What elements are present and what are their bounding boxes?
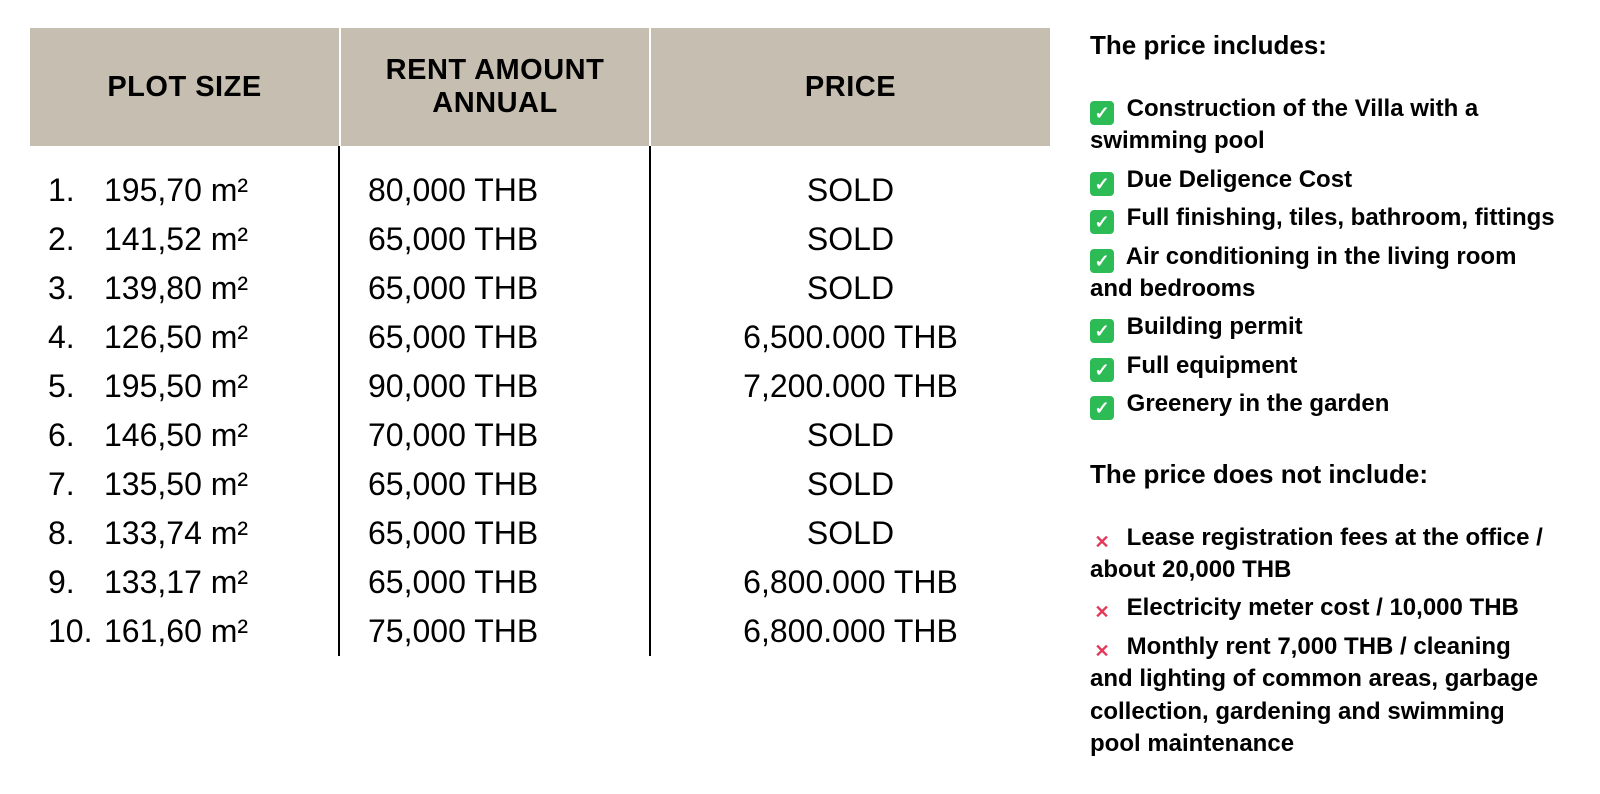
plot-size-value: 139,80 m² xyxy=(104,270,248,307)
include-item: ✓ Due Deligence Cost xyxy=(1090,164,1560,196)
cell-rent: 65,000 THB xyxy=(340,264,650,313)
cell-rent: 80,000 THB xyxy=(340,146,650,215)
cell-plot-size: 6.146,50 m² xyxy=(30,411,340,460)
row-number: 9. xyxy=(48,564,104,601)
plot-size-value: 141,52 m² xyxy=(104,221,248,258)
check-icon: ✓ xyxy=(1090,249,1114,273)
row-number: 1. xyxy=(48,172,104,209)
include-text: Due Deligence Cost xyxy=(1127,166,1352,193)
table-row: 9.133,17 m²65,000 THB6,800.000 THB xyxy=(30,558,1050,607)
include-text: Construction of the Villa with a swimmin… xyxy=(1090,95,1478,154)
table: PLOT SIZE RENT AMOUNT ANNUAL PRICE 1.195… xyxy=(30,28,1050,656)
cell-plot-size: 2.141,52 m² xyxy=(30,215,340,264)
include-item: ✓ Construction of the Villa with a swimm… xyxy=(1090,93,1560,158)
table-row: 5.195,50 m²90,000 THB7,200.000 THB xyxy=(30,362,1050,411)
table-row: 10.161,60 m²75,000 THB6,800.000 THB xyxy=(30,607,1050,656)
cell-rent: 65,000 THB xyxy=(340,558,650,607)
layout: PLOT SIZE RENT AMOUNT ANNUAL PRICE 1.195… xyxy=(30,28,1570,766)
plot-size-value: 135,50 m² xyxy=(104,466,248,503)
check-icon: ✓ xyxy=(1090,210,1114,234)
pricing-table: PLOT SIZE RENT AMOUNT ANNUAL PRICE 1.195… xyxy=(30,28,1050,656)
exclude-item: ✕ Monthly rent 7,000 THB / cleaning and … xyxy=(1090,631,1560,761)
include-item: ✓ Full finishing, tiles, bathroom, fitti… xyxy=(1090,202,1560,234)
excludes-heading: The price does not include: xyxy=(1090,457,1560,492)
check-icon: ✓ xyxy=(1090,358,1114,382)
cell-plot-size: 7.135,50 m² xyxy=(30,460,340,509)
include-text: Full finishing, tiles, bathroom, fitting… xyxy=(1127,204,1555,231)
row-number: 7. xyxy=(48,466,104,503)
plot-size-value: 146,50 m² xyxy=(104,417,248,454)
cell-price: SOLD xyxy=(650,146,1050,215)
row-number: 8. xyxy=(48,515,104,552)
check-icon: ✓ xyxy=(1090,319,1114,343)
include-item: ✓ Building permit xyxy=(1090,311,1560,343)
table-row: 1.195,70 m²80,000 THBSOLD xyxy=(30,146,1050,215)
col-header-rent: RENT AMOUNT ANNUAL xyxy=(340,28,650,146)
table-row: 4.126,50 m²65,000 THB6,500.000 THB xyxy=(30,313,1050,362)
include-text: Air conditioning in the living room and … xyxy=(1090,243,1516,302)
check-icon: ✓ xyxy=(1090,101,1114,125)
cell-price: SOLD xyxy=(650,264,1050,313)
exclude-text: Electricity meter cost / 10,000 THB xyxy=(1127,594,1519,621)
row-number: 4. xyxy=(48,319,104,356)
cross-icon: ✕ xyxy=(1090,600,1114,624)
cell-rent: 65,000 THB xyxy=(340,215,650,264)
row-number: 5. xyxy=(48,368,104,405)
exclude-item: ✕ Electricity meter cost / 10,000 THB xyxy=(1090,592,1560,624)
cell-price: SOLD xyxy=(650,509,1050,558)
cell-price: 6,800.000 THB xyxy=(650,558,1050,607)
check-icon: ✓ xyxy=(1090,396,1114,420)
cell-price: SOLD xyxy=(650,411,1050,460)
table-row: 6.146,50 m²70,000 THBSOLD xyxy=(30,411,1050,460)
cross-icon: ✕ xyxy=(1090,639,1114,663)
plot-size-value: 133,74 m² xyxy=(104,515,248,552)
cell-rent: 65,000 THB xyxy=(340,509,650,558)
side-panel: The price includes: ✓ Construction of th… xyxy=(1090,28,1560,766)
row-number: 10. xyxy=(48,613,104,650)
row-number: 6. xyxy=(48,417,104,454)
check-icon: ✓ xyxy=(1090,172,1114,196)
cell-plot-size: 9.133,17 m² xyxy=(30,558,340,607)
include-text: Full equipment xyxy=(1127,352,1298,379)
plot-size-value: 126,50 m² xyxy=(104,319,248,356)
cell-price: SOLD xyxy=(650,460,1050,509)
exclude-text: Monthly rent 7,000 THB / cleaning and li… xyxy=(1090,633,1538,757)
cell-rent: 65,000 THB xyxy=(340,460,650,509)
include-text: Greenery in the garden xyxy=(1127,390,1390,417)
plot-size-value: 161,60 m² xyxy=(104,613,248,650)
table-row: 3.139,80 m²65,000 THBSOLD xyxy=(30,264,1050,313)
cell-plot-size: 4.126,50 m² xyxy=(30,313,340,362)
cell-plot-size: 1.195,70 m² xyxy=(30,146,340,215)
plot-size-value: 195,70 m² xyxy=(104,172,248,209)
include-item: ✓ Air conditioning in the living room an… xyxy=(1090,241,1560,306)
include-item: ✓ Full equipment xyxy=(1090,350,1560,382)
plot-size-value: 133,17 m² xyxy=(104,564,248,601)
plot-size-value: 195,50 m² xyxy=(104,368,248,405)
row-number: 2. xyxy=(48,221,104,258)
exclude-item: ✕ Lease registration fees at the office … xyxy=(1090,522,1560,587)
cell-rent: 65,000 THB xyxy=(340,313,650,362)
table-row: 8.133,74 m²65,000 THBSOLD xyxy=(30,509,1050,558)
row-number: 3. xyxy=(48,270,104,307)
include-item: ✓ Greenery in the garden xyxy=(1090,388,1560,420)
cell-price: 7,200.000 THB xyxy=(650,362,1050,411)
cell-rent: 70,000 THB xyxy=(340,411,650,460)
col-header-size: PLOT SIZE xyxy=(30,28,340,146)
cell-plot-size: 10.161,60 m² xyxy=(30,607,340,656)
exclude-text: Lease registration fees at the office / … xyxy=(1090,524,1543,583)
cell-plot-size: 5.195,50 m² xyxy=(30,362,340,411)
cell-rent: 75,000 THB xyxy=(340,607,650,656)
table-row: 2.141,52 m²65,000 THBSOLD xyxy=(30,215,1050,264)
table-row: 7.135,50 m²65,000 THBSOLD xyxy=(30,460,1050,509)
includes-heading: The price includes: xyxy=(1090,28,1560,63)
cell-plot-size: 3.139,80 m² xyxy=(30,264,340,313)
cell-price: 6,500.000 THB xyxy=(650,313,1050,362)
cross-icon: ✕ xyxy=(1090,530,1114,554)
cell-price: 6,800.000 THB xyxy=(650,607,1050,656)
cell-rent: 90,000 THB xyxy=(340,362,650,411)
cell-price: SOLD xyxy=(650,215,1050,264)
include-text: Building permit xyxy=(1127,313,1303,340)
cell-plot-size: 8.133,74 m² xyxy=(30,509,340,558)
col-header-price: PRICE xyxy=(650,28,1050,146)
